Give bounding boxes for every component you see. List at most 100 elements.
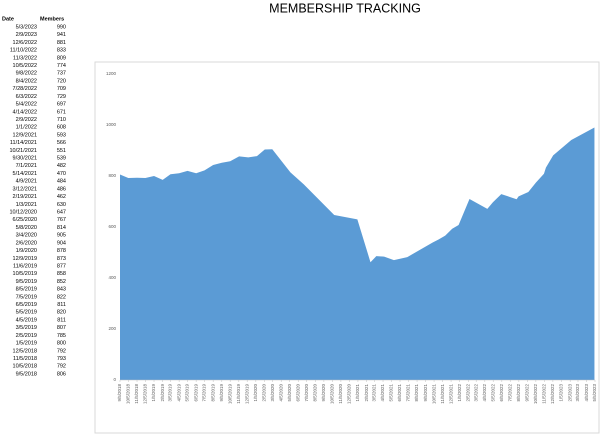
members-cell: 608 (57, 125, 66, 131)
members-cell: 593 (57, 132, 66, 138)
date-cell: 10/5/2022 (13, 63, 37, 69)
x-tick-label: 9/5/2019 (219, 384, 224, 402)
x-tick-label: 12/5/2019 (244, 384, 249, 405)
x-tick-label: 12/5/2022 (550, 384, 555, 405)
members-cell: 806 (57, 371, 66, 377)
members-cell: 482 (57, 163, 66, 169)
date-cell: 6/25/2020 (13, 217, 37, 223)
x-tick-label: 2/5/2019 (160, 384, 165, 402)
date-cell: 2/9/2022 (16, 117, 37, 123)
y-tick-label: 0 (113, 377, 116, 382)
x-tick-label: 11/5/2019 (236, 384, 241, 404)
column-header: Members (40, 16, 64, 22)
x-tick-label: 10/5/2020 (329, 384, 334, 405)
x-tick-label: 4/5/2020 (278, 384, 283, 402)
x-tick-label: 7/5/2019 (202, 384, 207, 402)
date-cell: 5/8/2020 (16, 225, 37, 231)
members-cell: 785 (57, 333, 66, 339)
date-cell: 11/6/2019 (13, 263, 37, 269)
x-tick-label: 6/5/2022 (499, 384, 504, 402)
date-cell: 4/14/2022 (13, 109, 37, 115)
members-cell: 843 (57, 287, 66, 293)
date-cell: 9/5/2019 (16, 279, 37, 285)
x-tick-label: 5/5/2023 (592, 384, 597, 402)
x-tick-label: 4/5/2022 (482, 384, 487, 402)
x-tick-label: 10/5/2022 (533, 384, 538, 405)
members-cell: 814 (57, 225, 66, 231)
date-cell: 3/12/2021 (13, 186, 37, 192)
x-tick-label: 8/5/2021 (414, 384, 419, 402)
x-tick-label: 1/5/2022 (457, 384, 462, 402)
y-tick-label: 1200 (106, 71, 117, 76)
x-tick-label: 12/5/2021 (448, 384, 453, 405)
members-cell: 792 (57, 364, 66, 370)
x-tick-label: 5/5/2021 (389, 384, 394, 402)
members-cell: 729 (57, 94, 66, 100)
x-tick-label: 4/5/2019 (176, 384, 181, 402)
x-tick-label: 1/5/2021 (355, 384, 360, 402)
members-cell: 737 (57, 71, 66, 77)
x-tick-label: 10/5/2018 (126, 384, 131, 405)
x-tick-label: 1/5/2019 (151, 384, 156, 402)
x-tick-label: 6/5/2021 (397, 384, 402, 402)
x-tick-label: 6/5/2019 (193, 384, 198, 402)
members-cell: 647 (57, 209, 66, 215)
date-cell: 5/5/2019 (16, 310, 37, 316)
members-cell: 462 (57, 194, 66, 200)
members-cell: 792 (57, 348, 66, 354)
x-tick-label: 2/5/2023 (567, 384, 572, 402)
x-tick-label: 4/5/2023 (584, 384, 589, 402)
members-cell: 833 (57, 48, 66, 54)
date-cell: 12/6/2022 (13, 40, 37, 46)
date-cell: 10/12/2020 (9, 209, 37, 215)
x-tick-label: 3/5/2019 (168, 384, 173, 402)
date-cell: 12/5/2018 (13, 348, 37, 354)
x-tick-label: 5/5/2020 (287, 384, 292, 402)
date-cell: 4/9/2021 (16, 179, 37, 185)
members-cell: 539 (57, 156, 66, 162)
date-cell: 8/5/2019 (16, 287, 37, 293)
x-tick-label: 5/5/2022 (490, 384, 495, 402)
members-cell: 709 (57, 86, 66, 92)
members-cell: 873 (57, 256, 66, 262)
x-tick-label: 1/5/2020 (253, 384, 258, 402)
members-cell: 484 (57, 179, 66, 185)
members-cell: 767 (57, 217, 66, 223)
x-tick-label: 12/5/2018 (143, 384, 148, 405)
x-tick-label: 9/5/2020 (321, 384, 326, 402)
x-tick-label: 2/5/2021 (364, 384, 369, 402)
date-cell: 7/5/2019 (16, 294, 37, 300)
x-tick-label: 3/5/2020 (270, 384, 275, 402)
members-cell: 793 (57, 356, 66, 362)
date-cell: 4/5/2019 (16, 317, 37, 323)
members-cell: 820 (57, 310, 66, 316)
date-cell: 3/5/2019 (16, 325, 37, 331)
x-tick-label: 12/5/2020 (346, 384, 351, 405)
members-cell: 941 (57, 32, 66, 38)
y-tick-label: 600 (108, 224, 116, 229)
x-tick-label: 3/5/2022 (473, 384, 478, 402)
date-cell: 1/1/2022 (16, 125, 37, 131)
x-tick-label: 3/5/2023 (575, 384, 580, 402)
members-cell: 904 (57, 240, 66, 246)
date-cell: 10/5/2019 (13, 271, 37, 277)
date-cell: 12/9/2021 (13, 132, 37, 138)
y-tick-label: 1000 (106, 122, 117, 127)
date-cell: 11/14/2021 (10, 140, 37, 146)
date-cell: 11/5/2018 (13, 356, 37, 362)
members-cell: 852 (57, 279, 66, 285)
x-tick-label: 2/5/2022 (466, 384, 471, 402)
x-tick-label: 1/5/2023 (559, 384, 564, 402)
y-tick-label: 800 (108, 173, 116, 178)
x-tick-label: 9/5/2018 (117, 384, 122, 402)
x-tick-label: 10/5/2019 (227, 384, 232, 405)
x-tick-label: 11/5/2020 (338, 384, 343, 404)
x-tick-label: 10/5/2021 (431, 384, 436, 405)
x-tick-label: 7/5/2021 (406, 384, 411, 402)
members-cell: 774 (57, 63, 66, 69)
members-cell: 822 (57, 294, 66, 300)
x-tick-label: 8/5/2020 (312, 384, 317, 402)
x-tick-label: 8/5/2019 (210, 384, 215, 402)
